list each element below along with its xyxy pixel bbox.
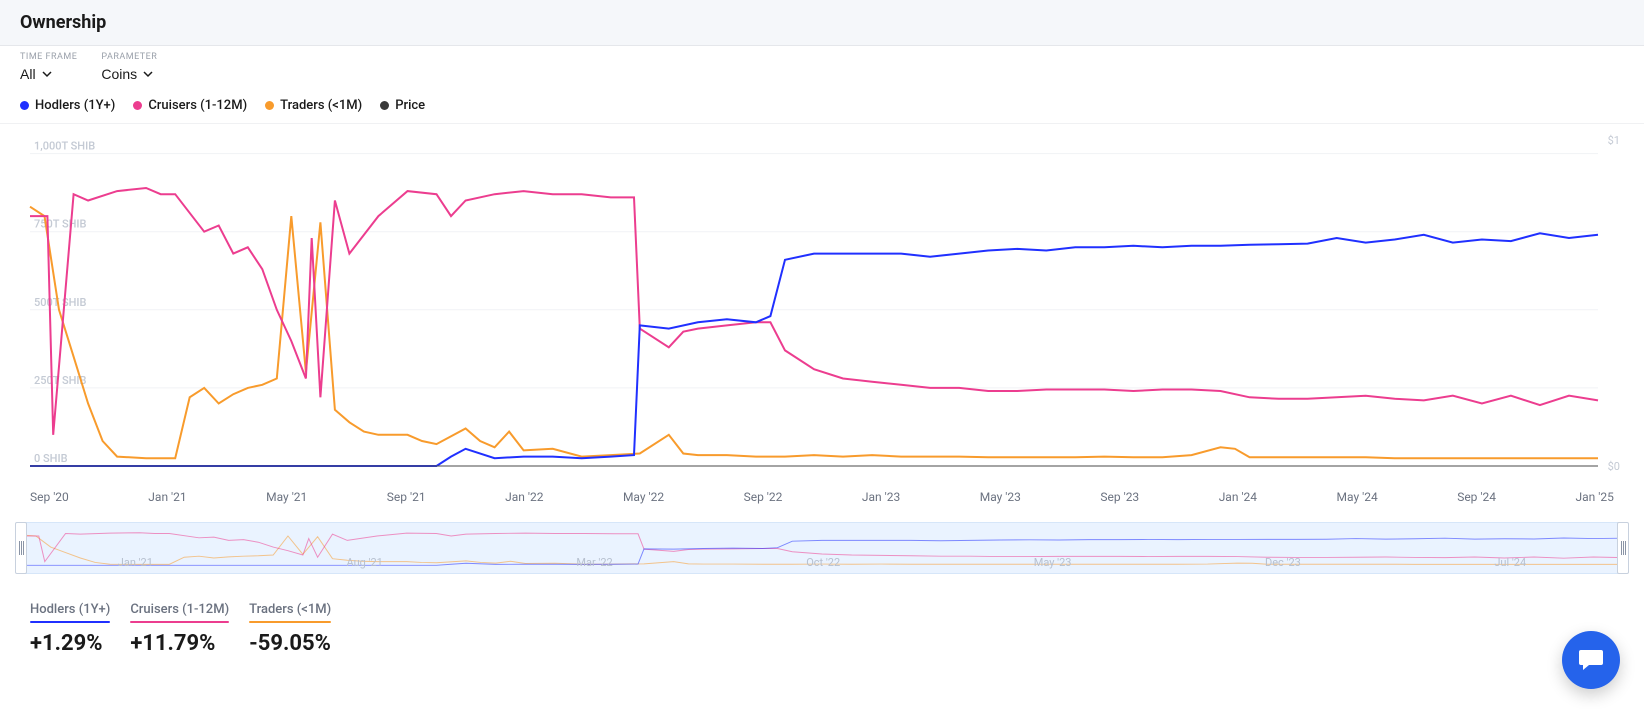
overview-chart-container[interactable]: Jan '21Aug '21Mar '22Oct '22May '23Dec '… <box>20 522 1624 574</box>
range-handle-left[interactable] <box>15 522 27 574</box>
chat-button[interactable] <box>1562 631 1620 689</box>
x-axis-tick: Sep '23 <box>1100 490 1139 504</box>
stat-value: -59.05% <box>249 631 331 656</box>
x-axis-tick: Sep '24 <box>1457 490 1496 504</box>
legend-label: Cruisers (1-12M) <box>148 98 247 113</box>
x-axis-tick: Sep '20 <box>30 490 69 504</box>
main-chart-container: 0 SHIB250T SHIB500T SHIB750T SHIB1,000T … <box>0 124 1644 484</box>
stat-label: Traders (<1M) <box>249 602 331 617</box>
parameter-select[interactable]: Coins <box>101 64 157 84</box>
parameter-label: PARAMETER <box>101 52 157 62</box>
svg-text:0 SHIB: 0 SHIB <box>34 452 68 465</box>
x-axis-tick: May '24 <box>1337 490 1378 504</box>
controls-row: TIME FRAME All PARAMETER Coins <box>0 46 1644 84</box>
chevron-down-icon <box>42 66 52 82</box>
timeframe-control: TIME FRAME All <box>20 52 77 84</box>
stats-row: Hodlers (1Y+) +1.29% Cruisers (1-12M) +1… <box>0 574 1644 676</box>
svg-text:$0: $0 <box>1608 460 1620 473</box>
x-axis-tick: May '21 <box>266 490 307 504</box>
legend-cruisers[interactable]: Cruisers (1-12M) <box>133 98 247 113</box>
header-bar: Ownership <box>0 0 1644 46</box>
stat-hodlers: Hodlers (1Y+) +1.29% <box>30 602 110 656</box>
timeframe-label: TIME FRAME <box>20 52 77 62</box>
stat-cruisers: Cruisers (1-12M) +11.79% <box>130 602 229 656</box>
range-handle-right[interactable] <box>1617 522 1629 574</box>
legend: Hodlers (1Y+) Cruisers (1-12M) Traders (… <box>0 84 1644 124</box>
svg-text:500T SHIB: 500T SHIB <box>34 296 87 309</box>
x-axis-tick: May '22 <box>623 490 664 504</box>
x-axis-tick: Jan '22 <box>505 490 543 504</box>
legend-label: Hodlers (1Y+) <box>35 98 115 113</box>
x-axis-tick: Jan '23 <box>862 490 900 504</box>
stat-label: Hodlers (1Y+) <box>30 602 110 617</box>
parameter-control: PARAMETER Coins <box>101 52 157 84</box>
legend-dot <box>265 101 274 110</box>
legend-dot <box>380 101 389 110</box>
legend-price[interactable]: Price <box>380 98 425 113</box>
stat-traders: Traders (<1M) -59.05% <box>249 602 331 656</box>
page-title: Ownership <box>20 12 1624 33</box>
legend-label: Traders (<1M) <box>280 98 362 113</box>
parameter-value: Coins <box>101 66 137 82</box>
main-chart[interactable]: 0 SHIB250T SHIB500T SHIB750T SHIB1,000T … <box>20 124 1624 484</box>
x-axis-tick: May '23 <box>980 490 1021 504</box>
legend-label: Price <box>395 98 425 113</box>
x-axis-labels: Sep '20 Jan '21 May '21 Sep '21 Jan '22 May '… <box>0 484 1644 504</box>
svg-text:$1: $1 <box>1608 134 1620 147</box>
stat-underline <box>130 621 229 623</box>
svg-text:1,000T SHIB: 1,000T SHIB <box>34 140 95 153</box>
timeframe-select[interactable]: All <box>20 64 77 84</box>
stat-value: +1.29% <box>30 631 110 656</box>
timeframe-value: All <box>20 66 36 82</box>
legend-dot <box>20 101 29 110</box>
legend-traders[interactable]: Traders (<1M) <box>265 98 362 113</box>
x-axis-tick: Jan '25 <box>1575 490 1613 504</box>
chat-icon <box>1577 647 1605 673</box>
stat-value: +11.79% <box>130 631 229 656</box>
svg-text:750T SHIB: 750T SHIB <box>34 218 87 231</box>
x-axis-tick: Sep '22 <box>744 490 783 504</box>
legend-hodlers[interactable]: Hodlers (1Y+) <box>20 98 115 113</box>
x-axis-tick: Sep '21 <box>387 490 426 504</box>
overview-chart[interactable] <box>21 523 1623 573</box>
stat-label: Cruisers (1-12M) <box>130 602 229 617</box>
stat-underline <box>30 621 110 623</box>
chevron-down-icon <box>143 66 153 82</box>
x-axis-tick: Jan '24 <box>1219 490 1257 504</box>
stat-underline <box>249 621 331 623</box>
legend-dot <box>133 101 142 110</box>
x-axis-tick: Jan '21 <box>148 490 186 504</box>
